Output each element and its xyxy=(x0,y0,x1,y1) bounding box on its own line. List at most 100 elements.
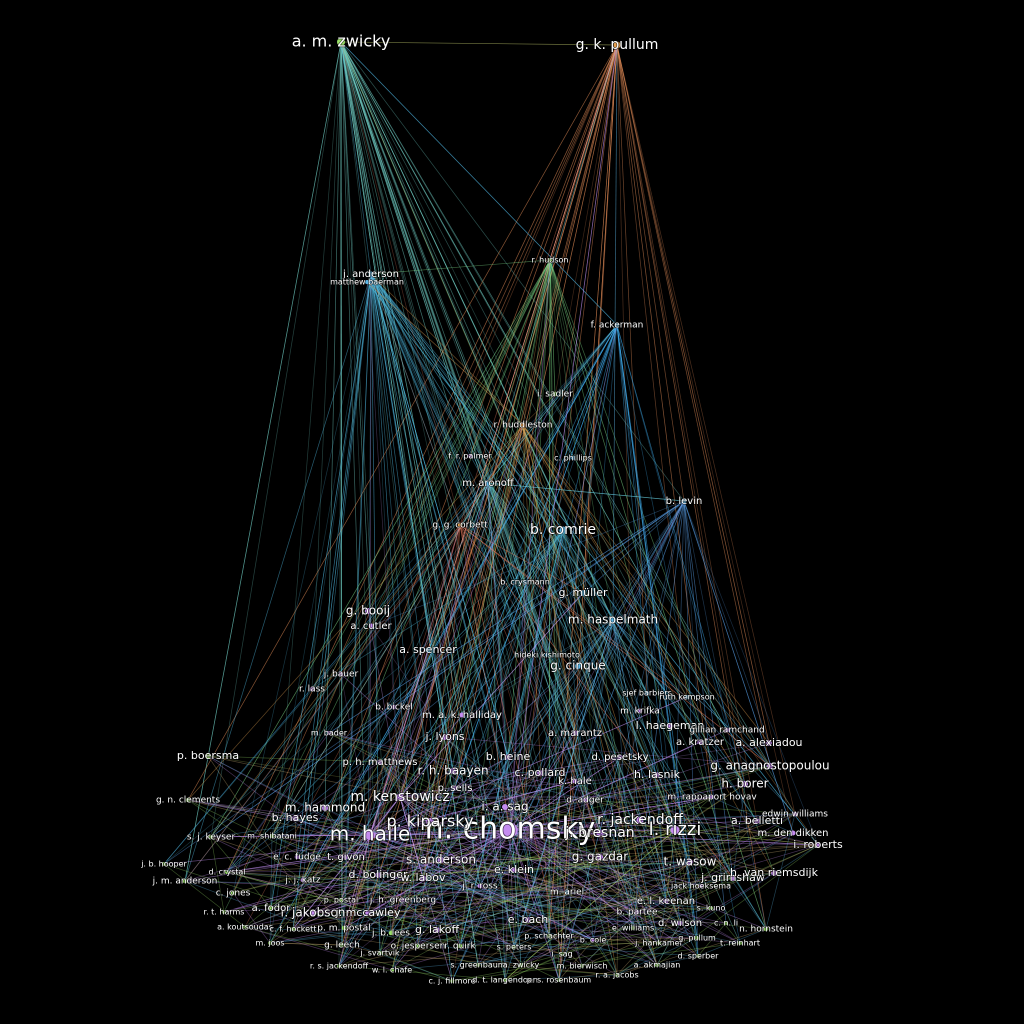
node-dot xyxy=(571,456,575,460)
edge xyxy=(312,912,522,966)
node-dot xyxy=(268,941,272,945)
edge xyxy=(561,619,614,955)
edge xyxy=(599,500,685,858)
edge xyxy=(710,907,741,944)
node-dot xyxy=(763,926,769,932)
node-label: m. shibatani xyxy=(247,832,297,841)
node-dot xyxy=(230,890,236,896)
edge xyxy=(294,817,594,941)
node-dot xyxy=(610,617,616,623)
node-dot xyxy=(687,859,693,865)
edge xyxy=(558,799,586,981)
edge xyxy=(390,770,454,934)
edge xyxy=(340,41,621,758)
edge xyxy=(656,774,667,902)
edge xyxy=(296,500,685,858)
edge xyxy=(370,273,560,981)
edge xyxy=(683,500,770,744)
edge xyxy=(656,774,767,930)
edge xyxy=(509,732,576,831)
edge xyxy=(343,524,461,929)
edge xyxy=(487,482,685,502)
edge xyxy=(584,799,819,846)
edge xyxy=(340,41,685,502)
edge xyxy=(616,44,713,798)
edge xyxy=(226,844,819,873)
node-dot xyxy=(582,797,588,803)
edge xyxy=(379,761,401,798)
node-dot xyxy=(459,712,465,718)
edge xyxy=(417,524,461,947)
edge xyxy=(377,874,741,944)
edge xyxy=(369,829,676,836)
edge xyxy=(548,927,634,937)
edge xyxy=(302,761,381,881)
edge xyxy=(522,424,688,698)
edge xyxy=(244,524,461,928)
edge xyxy=(391,529,564,971)
edge xyxy=(379,259,551,954)
edge xyxy=(226,871,563,955)
edge xyxy=(522,393,556,426)
edge xyxy=(558,756,621,981)
edge xyxy=(232,892,271,944)
edge xyxy=(477,783,746,966)
edge xyxy=(509,44,618,831)
node-dot xyxy=(294,854,300,860)
edge xyxy=(507,529,564,758)
edge xyxy=(338,877,734,967)
edge xyxy=(226,529,564,873)
edge xyxy=(163,324,618,865)
edge xyxy=(584,799,634,929)
edge xyxy=(390,813,796,934)
edge xyxy=(574,780,658,966)
edge xyxy=(522,424,660,944)
edge xyxy=(294,817,658,966)
edge xyxy=(223,796,713,913)
edge xyxy=(487,482,511,831)
edge xyxy=(459,424,524,526)
edge xyxy=(370,273,424,879)
edge xyxy=(513,861,691,948)
edge xyxy=(546,654,676,831)
node-label: hideki kishimoto xyxy=(514,651,580,660)
edge xyxy=(562,529,658,776)
edge xyxy=(461,259,551,716)
node-label: j. r. ross xyxy=(461,882,498,892)
edge xyxy=(370,273,453,982)
edge xyxy=(340,41,618,326)
node-dot xyxy=(548,258,552,262)
edge xyxy=(566,891,658,966)
edge xyxy=(451,500,685,982)
edge xyxy=(507,259,551,758)
edge xyxy=(487,482,576,734)
edge xyxy=(296,856,658,966)
edge xyxy=(509,829,767,930)
node-label: n. hornstein xyxy=(739,925,793,935)
node-dot xyxy=(438,857,444,863)
edge xyxy=(616,928,767,976)
edge xyxy=(340,41,372,627)
edge xyxy=(440,524,461,861)
node-label: f. ackerman xyxy=(591,321,644,331)
edge xyxy=(340,41,453,982)
edge xyxy=(340,41,658,966)
edge xyxy=(616,324,746,785)
edge xyxy=(379,761,594,941)
node-label: j. svartvik xyxy=(359,949,399,958)
edge xyxy=(391,424,524,971)
edge xyxy=(271,813,796,837)
edge xyxy=(340,41,667,902)
node-dot xyxy=(766,740,772,746)
edge xyxy=(444,736,771,767)
edge xyxy=(370,324,618,627)
edge xyxy=(658,872,775,944)
node-label: r. h. baayen xyxy=(417,764,488,778)
edge xyxy=(338,829,511,967)
edge xyxy=(271,835,712,909)
edge xyxy=(487,44,618,484)
edge xyxy=(338,324,618,967)
node-dot xyxy=(670,825,680,835)
edge xyxy=(340,834,371,901)
edge xyxy=(271,835,727,924)
